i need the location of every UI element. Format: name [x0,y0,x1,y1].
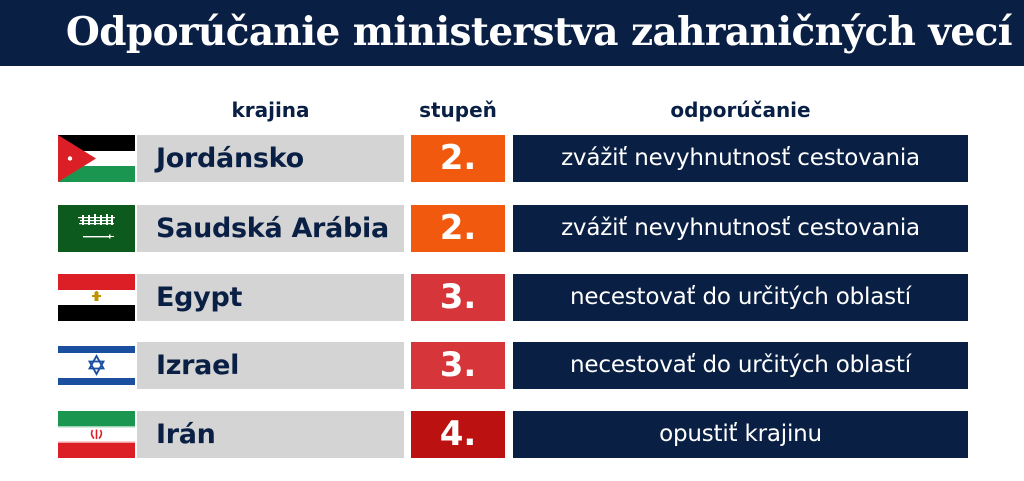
country-name: Izrael [156,350,240,381]
column-header-country: krajina [231,98,310,122]
table-row: Jordánsko 2. zvážiť nevyhnutnosť cestova… [0,135,1024,182]
degree-value: 2. [439,138,477,178]
recommendation-text: necestovať do určitých oblastí [570,352,911,378]
column-header-degree: stupeň [419,98,497,122]
degree-value: 3. [439,277,477,317]
iran-flag-icon [58,411,135,458]
country-cell: Irán [137,411,404,458]
country-name: Egypt [156,282,243,313]
degree-badge: 2. [411,135,505,182]
degree-badge: 3. [411,342,505,389]
recommendation-cell: opustiť krajinu [513,411,968,458]
degree-value: 3. [439,345,477,385]
country-cell: Izrael [137,342,404,389]
country-name: Irán [156,419,216,450]
country-name: Saudská Arábia [156,213,389,244]
recommendation-cell: zvážiť nevyhnutnosť cestovania [513,135,968,182]
recommendation-cell: necestovať do určitých oblastí [513,274,968,321]
recommendation-text: necestovať do určitých oblastí [570,284,911,310]
recommendation-text: zvážiť nevyhnutnosť cestovania [561,215,920,241]
country-cell: Jordánsko [137,135,404,182]
egypt-flag-icon [58,274,135,321]
recommendation-text: zvážiť nevyhnutnosť cestovania [561,145,920,171]
degree-badge: 3. [411,274,505,321]
country-cell: Saudská Arábia [137,205,404,252]
degree-value: 2. [439,208,477,248]
column-header-recommendation: odporúčanie [670,98,811,122]
degree-badge: 4. [411,411,505,458]
title-banner: Odporúčanie ministerstva zahraničných ve… [0,0,1024,66]
table-row: Saudská Arábia 2. zvážiť nevyhnutnosť ce… [0,205,1024,252]
recommendation-cell: necestovať do určitých oblastí [513,342,968,389]
israel-flag-icon [58,342,135,389]
country-name: Jordánsko [156,143,304,174]
recommendation-cell: zvážiť nevyhnutnosť cestovania [513,205,968,252]
degree-value: 4. [439,414,477,454]
recommendation-text: opustiť krajinu [659,421,822,447]
table-row: Egypt 3. necestovať do určitých oblastí [0,274,1024,321]
page-title: Odporúčanie ministerstva zahraničných ve… [65,9,1013,55]
degree-badge: 2. [411,205,505,252]
jordan-flag-icon [58,135,135,182]
country-cell: Egypt [137,274,404,321]
table-row: Irán 4. opustiť krajinu [0,411,1024,458]
table-row: Izrael 3. necestovať do určitých oblastí [0,342,1024,389]
saudi-arabia-flag-icon [58,205,135,252]
